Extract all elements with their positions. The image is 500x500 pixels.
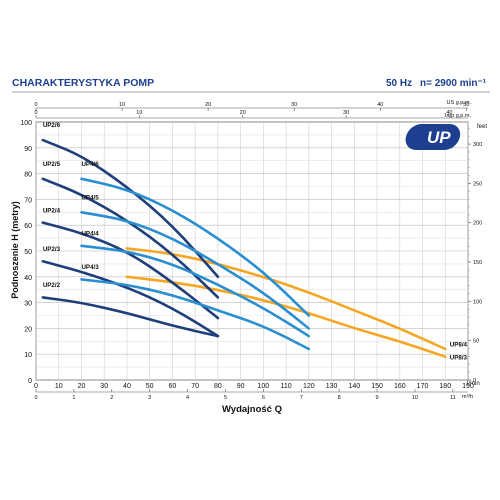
m3h-tick-label: 4 [186, 395, 189, 401]
series-group: UP2/6 UP2/5 UP2/4 UP2/3 UP2/2 UP4/6 UP4/5 UP4/4… [41, 122, 468, 361]
y-tick-label: 10 [24, 352, 32, 359]
series-line-up2-2 [41, 296, 220, 338]
series-line-up4-5 [80, 211, 311, 330]
y-tick-label: 90 [24, 146, 32, 153]
x-tick-label: 100 [258, 383, 270, 390]
series-label: UP2/4 [43, 207, 61, 214]
m3h-tick-label: 8 [338, 395, 341, 401]
m3h-tick-label: 11 [450, 395, 456, 401]
imp-gpm-tick-label: 10 [136, 110, 142, 116]
m3h-tick-label: 9 [376, 395, 379, 401]
svg-text:UP: UP [427, 128, 451, 147]
x-tick-label: 20 [78, 383, 86, 390]
y-axis-title: Podnoszenie H (metry) [10, 201, 20, 299]
series-label: UP2/2 [43, 282, 61, 289]
m3h-tick-label: 7 [300, 395, 303, 401]
us-gpm-tick-label: 20 [205, 102, 211, 108]
x-tick-label: 150 [371, 383, 383, 390]
x-tick-label: 50 [146, 383, 154, 390]
series-label: UP4/4 [81, 231, 99, 238]
y-tick-label: 40 [24, 275, 32, 282]
m3h-tick-label: 0 [34, 395, 37, 401]
x-tick-label: 110 [281, 383, 292, 390]
series-line-up8-4 [125, 247, 447, 351]
series-label: UP8/4 [450, 341, 468, 348]
series-line-up4-4 [80, 244, 311, 338]
x-axis-title: Wydajność Q [222, 404, 282, 415]
m3h-tick-label: 6 [262, 395, 265, 401]
x-tick-label: 70 [191, 383, 199, 390]
m3h-tick-label: 10 [412, 395, 418, 401]
us-gpm-tick-label: 30 [291, 102, 297, 108]
series-label: UP8/3 [450, 354, 468, 361]
x-tick-label: 120 [303, 383, 315, 390]
y-tick-label: 30 [24, 301, 32, 308]
feet-tick-label: 50 [473, 339, 479, 345]
series-label: UP4/5 [81, 194, 99, 201]
chart-title: CHARAKTERYSTYKA POMP [12, 77, 154, 89]
imp-gpm-tick-label: 20 [240, 110, 246, 116]
m3h-tick-label: 1 [72, 395, 75, 401]
y-tick-label: 100 [20, 120, 32, 127]
x-tick-label: 140 [348, 383, 360, 390]
x-tick-label: 30 [100, 383, 108, 390]
x-tick-label: 0 [34, 383, 38, 390]
x-tick-label: 160 [394, 383, 406, 390]
y-tick-label: 60 [24, 223, 32, 230]
feet-tick-label: 0 [473, 378, 476, 384]
us-gpm-tick-label: 10 [119, 102, 125, 108]
us-gpm-tick-label: 0 [34, 102, 37, 108]
feet-tick-label: 300 [473, 142, 482, 148]
x-tick-label: 90 [237, 383, 245, 390]
series-label: UP2/5 [43, 161, 61, 168]
us-gpm-tick-label: 40 [377, 102, 383, 108]
y-tick-label: 80 [24, 172, 32, 179]
series-label: UP4/3 [81, 264, 99, 271]
imp-gpm-label: Imp g.p.m. [445, 113, 471, 119]
us-gpm-label: US g.p.m. [447, 100, 472, 106]
top-axes: 0 10 20 30 40 50 0 10 20 30 40 [34, 102, 469, 119]
x-tick-label: 40 [123, 383, 131, 390]
m3h-tick-label: 5 [224, 395, 227, 401]
series-line-up2-3 [41, 260, 220, 338]
frequency-label: 50 Hz [386, 78, 412, 89]
m3h-tick-label: 3 [148, 395, 151, 401]
m3h-tick-label: 2 [110, 395, 113, 401]
feet-label: feet [477, 124, 487, 130]
x-tick-label: 190 [462, 383, 474, 390]
series-label: UP2/6 [43, 122, 61, 129]
feet-tick-label: 150 [473, 260, 482, 266]
x-tick-label: 60 [169, 383, 177, 390]
series-line-up2-6 [41, 138, 220, 279]
imp-gpm-tick-label: 40 [446, 110, 452, 116]
x-tick-label: 80 [214, 383, 222, 390]
x-tick-label: 10 [55, 383, 63, 390]
grid [35, 121, 469, 381]
y-tick-label: 50 [24, 249, 32, 256]
series-label: UP4/6 [81, 161, 99, 168]
imp-gpm-tick-label: 0 [34, 110, 37, 116]
us-gpm-tick-label: 50 [463, 102, 469, 108]
up-logo: UP [405, 124, 461, 150]
series-label: UP2/3 [43, 246, 61, 253]
speed-label: n= 2900 min⁻¹ [420, 78, 487, 89]
feet-tick-label: 250 [473, 181, 482, 187]
x-tick-label: 180 [439, 383, 451, 390]
feet-tick-label: 100 [473, 299, 482, 305]
y-tick-label: 20 [24, 326, 32, 333]
series-line-up4-3 [80, 278, 311, 351]
x-unit-label: l/min [467, 381, 480, 387]
series-line-up4-6 [80, 177, 311, 317]
series-line-up8-3 [125, 275, 447, 359]
y-tick-label: 70 [24, 197, 32, 204]
x-tick-label: 170 [417, 383, 429, 390]
y-tick-label: 0 [28, 378, 32, 385]
x-tick-label: 130 [326, 383, 338, 390]
feet-tick-label: 200 [473, 221, 482, 227]
x-unit2-label: m³/h [462, 394, 473, 400]
imp-gpm-tick-label: 30 [343, 110, 349, 116]
